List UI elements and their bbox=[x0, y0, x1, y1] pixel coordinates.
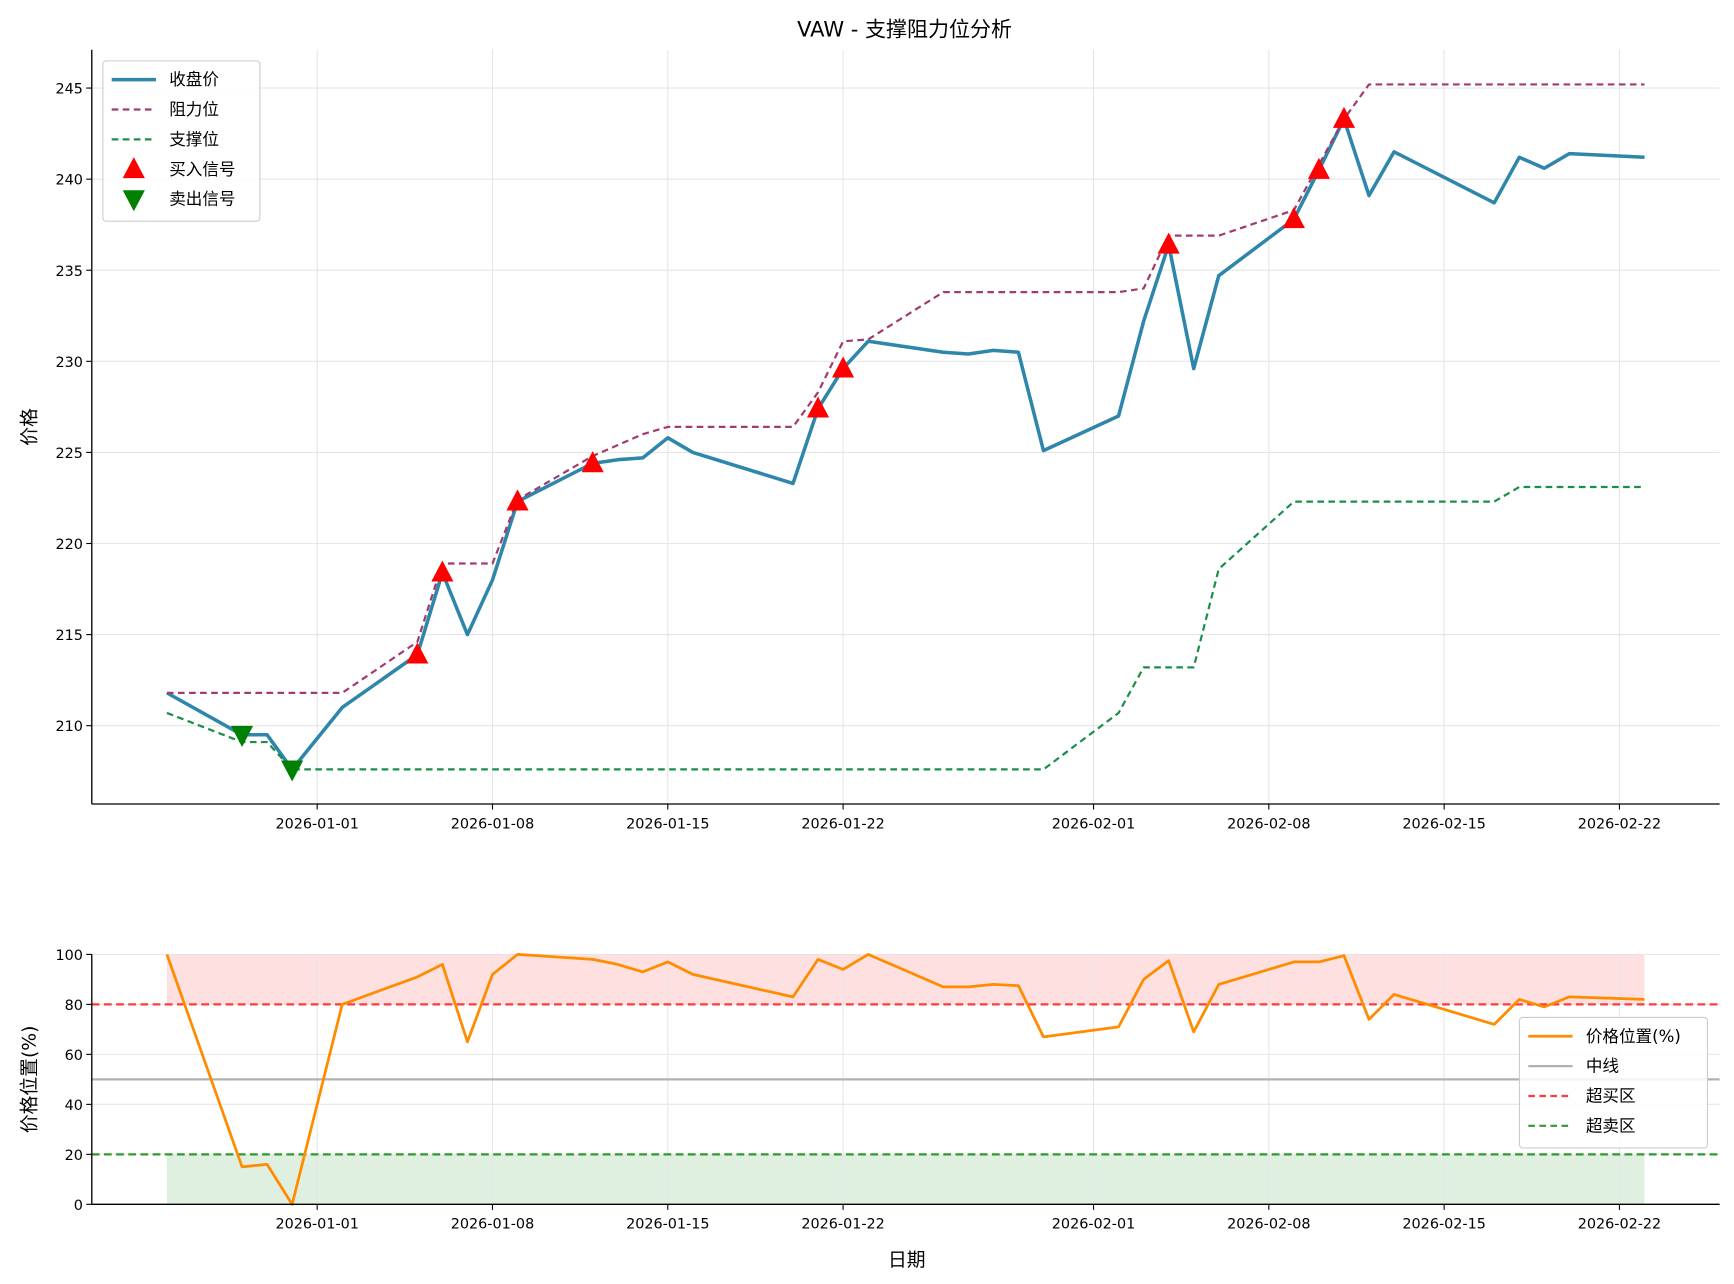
buy-signal-marker bbox=[406, 642, 429, 664]
series-line-1 bbox=[166, 83, 1645, 694]
y-tick-label: 220 bbox=[56, 537, 83, 553]
x-tick-label: 2026-01-08 bbox=[451, 816, 534, 832]
x-tick-label: 2026-02-15 bbox=[1402, 1217, 1485, 1233]
legend-label: 超买区 bbox=[1586, 1086, 1636, 1105]
legend-box bbox=[102, 60, 261, 222]
series-line-0 bbox=[166, 117, 1645, 772]
x-tick-label: 2026-01-01 bbox=[275, 816, 358, 832]
zone-band bbox=[166, 1154, 1645, 1205]
x-tick-label: 2026-02-08 bbox=[1227, 816, 1310, 832]
legend-label: 卖出信号 bbox=[169, 190, 235, 209]
chart-title: VAW - 支撑阻力位分析 bbox=[797, 17, 1012, 42]
buy-signal-marker bbox=[1332, 106, 1356, 128]
x-tick-label: 2026-01-15 bbox=[626, 1217, 709, 1233]
legend-label: 超卖区 bbox=[1586, 1116, 1636, 1135]
x-tick-label: 2026-02-01 bbox=[1052, 1217, 1135, 1233]
x-tick-label: 2026-01-08 bbox=[451, 1217, 534, 1233]
x-tick-label: 2026-01-22 bbox=[801, 1217, 884, 1233]
x-tick-label: 2026-02-01 bbox=[1052, 816, 1135, 832]
buy-signal-marker bbox=[506, 489, 529, 511]
y-tick-label: 240 bbox=[56, 173, 83, 189]
position-panel: 0 20 40 60 80 100 2026-01-01 2026-01-08 2026-01-… bbox=[56, 948, 1720, 1233]
y-tick-label: 215 bbox=[56, 628, 83, 644]
buy-signal-marker bbox=[1157, 232, 1180, 254]
price-panel: 210 215 220 225 230 235 240 245 2026-01-01 2026-0… bbox=[56, 49, 1720, 832]
zone-band bbox=[166, 954, 1645, 1005]
legend-label: 中线 bbox=[1586, 1057, 1619, 1076]
x-tick-label: 2026-01-22 bbox=[801, 816, 884, 832]
buy-signal-marker bbox=[431, 560, 454, 582]
legend-label: 买入信号 bbox=[169, 160, 235, 179]
legend-label: 支撑位 bbox=[169, 130, 219, 149]
buy-signal-marker bbox=[806, 396, 830, 418]
y-tick-label: 60 bbox=[65, 1048, 83, 1064]
y-tick-label: 0 bbox=[74, 1198, 83, 1214]
y-tick-label: 20 bbox=[65, 1148, 83, 1164]
x-tick-label: 2026-02-08 bbox=[1227, 1217, 1310, 1233]
y-tick-label: 225 bbox=[56, 446, 83, 462]
legend-swatch-triangle-down-icon bbox=[122, 190, 145, 212]
sell-signal-marker bbox=[281, 760, 304, 782]
y-tick-label: 230 bbox=[56, 355, 83, 371]
buy-signal-marker bbox=[1282, 207, 1305, 229]
y-tick-label: 210 bbox=[56, 719, 83, 735]
x-tick-label: 2026-02-22 bbox=[1578, 816, 1661, 832]
buy-signal-marker bbox=[581, 451, 604, 473]
legend-label: 价格位置(%) bbox=[1586, 1027, 1681, 1046]
y-tick-label: 235 bbox=[56, 264, 83, 280]
x-axis-label: 日期 bbox=[888, 1249, 926, 1271]
legend-label: 收盘价 bbox=[169, 70, 219, 89]
x-tick-label: 2026-02-15 bbox=[1402, 816, 1485, 832]
y-tick-label: 80 bbox=[65, 998, 83, 1014]
bottom-y-axis-label: 价格位置(%) bbox=[18, 1026, 40, 1134]
x-tick-label: 2026-01-01 bbox=[275, 1217, 358, 1233]
buy-signal-marker bbox=[1307, 157, 1330, 179]
legend-label: 阻力位 bbox=[169, 100, 219, 119]
legend-swatch-triangle-up-icon bbox=[122, 157, 145, 179]
buy-signal-marker bbox=[832, 356, 855, 378]
sell-signal-marker bbox=[230, 725, 254, 747]
y-tick-label: 40 bbox=[65, 1098, 83, 1114]
y-tick-label: 245 bbox=[56, 82, 83, 98]
x-tick-label: 2026-02-22 bbox=[1578, 1217, 1661, 1233]
y-tick-label: 100 bbox=[56, 948, 83, 964]
series-line-2 bbox=[166, 485, 1645, 771]
x-tick-label: 2026-01-15 bbox=[626, 816, 709, 832]
legend-box bbox=[1518, 1016, 1709, 1149]
top-y-axis-label: 价格 bbox=[18, 408, 40, 446]
